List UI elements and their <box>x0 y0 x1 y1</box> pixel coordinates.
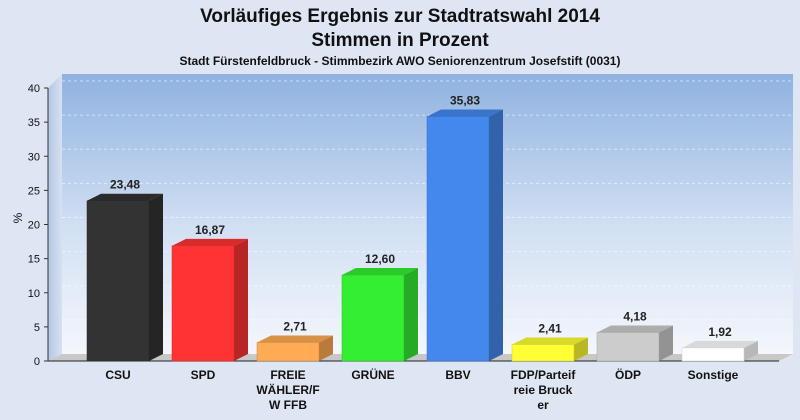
y-tick-label: 5 <box>34 322 40 334</box>
x-tick-label: BBV <box>445 368 470 382</box>
bar-top <box>512 337 588 345</box>
bar-top <box>597 325 673 333</box>
bar: 1,92 <box>681 325 758 362</box>
y-axis: 0 5 10 15 20 25 30 35 40 <box>28 83 48 368</box>
bar: 35,83 <box>426 93 503 362</box>
bar-front <box>256 342 320 362</box>
bar-side <box>234 238 248 361</box>
bar-value-label: 16,87 <box>195 223 225 237</box>
chart-district: Stadt Fürstenfeldbruck - Stimmbezirk AWO… <box>180 54 621 68</box>
bar: 2,71 <box>256 320 333 362</box>
x-tick-label: ÖDP <box>615 367 641 382</box>
x-tick-label: FDP/Parteif <box>511 368 577 382</box>
bar-side <box>744 340 758 361</box>
bar-top <box>427 109 503 117</box>
bar-top <box>172 238 248 246</box>
y-tick-label: 30 <box>28 151 40 163</box>
x-tick-label: GRÜNE <box>351 367 394 382</box>
bar-value-label: 4,18 <box>623 309 647 323</box>
bar-front <box>511 344 575 362</box>
bar-value-label: 23,48 <box>110 178 140 192</box>
bar-value-label: 2,71 <box>283 320 307 334</box>
bar-value-label: 2,41 <box>538 322 562 336</box>
chart-subtitle: Stimmen in Prozent <box>311 30 489 51</box>
bar-front <box>341 274 405 362</box>
x-tick-label: Sonstige <box>688 368 739 382</box>
y-tick-label: 10 <box>28 288 40 300</box>
bar-top <box>257 335 333 343</box>
bar-front <box>171 245 235 362</box>
x-tick-label: FREIE <box>270 368 305 382</box>
bar: 2,41 <box>511 322 588 362</box>
x-tick-label: WÄHLER/F <box>256 382 319 397</box>
bar-side <box>404 268 418 361</box>
bar-value-label: 12,60 <box>365 252 395 266</box>
y-tick-label: 0 <box>34 356 40 368</box>
bar-side <box>659 325 673 361</box>
bar-top <box>682 340 758 348</box>
bar-side <box>489 109 503 361</box>
chart-title: Vorläufiges Ergebnis zur Stadtratswahl 2… <box>200 6 600 27</box>
x-tick-label: W FFB <box>269 398 307 412</box>
bar: 16,87 <box>171 223 248 362</box>
x-tick-label: CSU <box>105 368 130 382</box>
bar-side <box>149 193 163 361</box>
y-tick-label: 20 <box>28 220 40 232</box>
plot-left-wall <box>48 74 62 361</box>
bar-front <box>681 347 745 362</box>
bar-top <box>342 268 418 276</box>
bar-value-label: 1,92 <box>708 325 732 339</box>
x-tick-label: er <box>537 398 549 412</box>
bar-side <box>574 337 588 361</box>
y-axis-label: % <box>11 212 25 223</box>
bar-value-label: 35,83 <box>450 93 480 107</box>
bars: 23,48 16,87 2,71 12,60 35,83 2,41 4,18 1,92 <box>86 93 758 362</box>
bar: 4,18 <box>596 309 673 362</box>
bar-front <box>86 200 150 362</box>
bar: 12,60 <box>341 252 418 362</box>
bar-front <box>426 116 490 362</box>
x-tick-label: SPD <box>191 368 216 382</box>
y-tick-label: 40 <box>28 83 40 95</box>
y-tick-label: 15 <box>28 254 40 266</box>
bar: 23,48 <box>86 178 163 362</box>
bar-top <box>87 193 163 201</box>
bar-front <box>596 332 660 362</box>
y-tick-label: 35 <box>28 117 40 129</box>
y-tick-label: 25 <box>28 185 40 197</box>
bar-side <box>319 335 333 361</box>
x-tick-label: reie Bruck <box>514 383 573 397</box>
